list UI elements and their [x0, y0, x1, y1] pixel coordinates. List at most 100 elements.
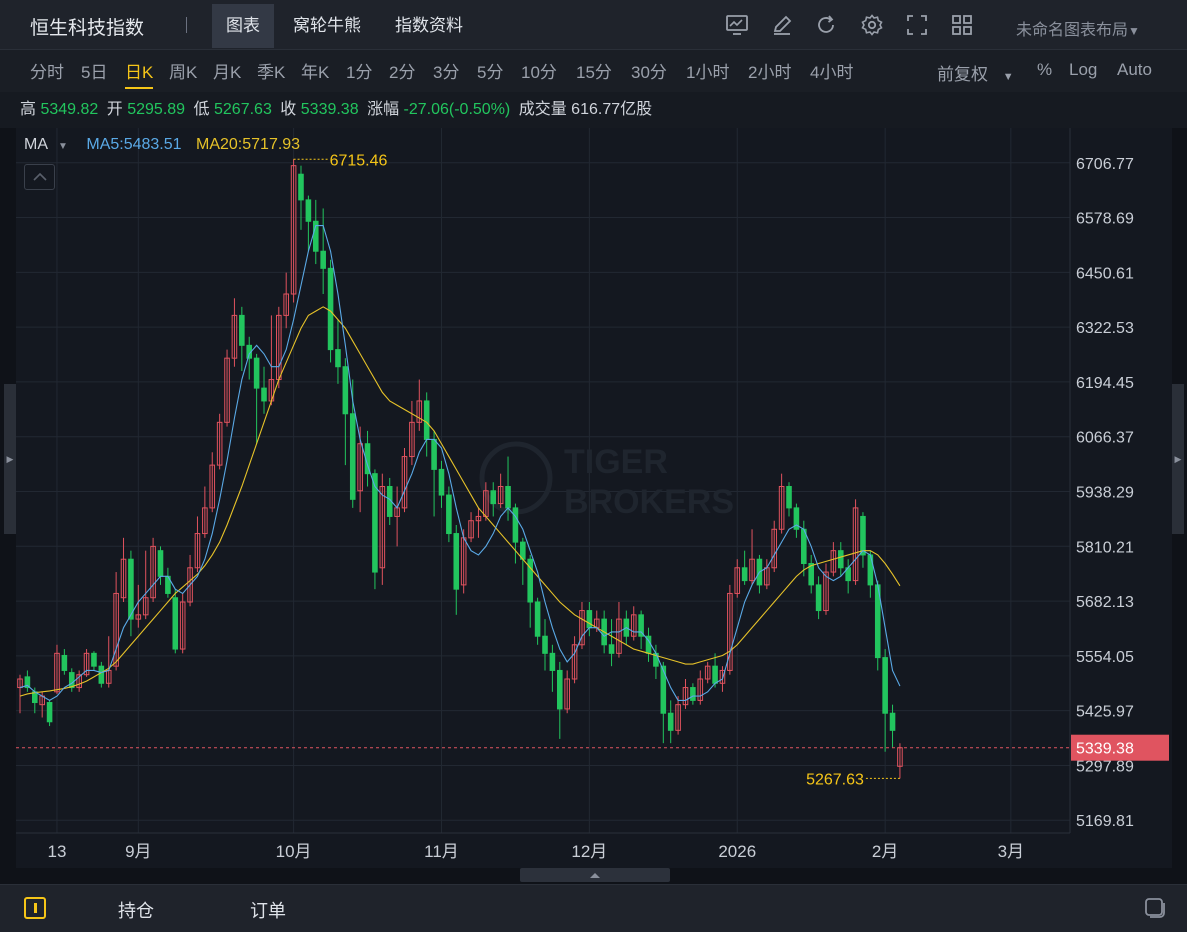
grid-layout-icon[interactable]	[949, 12, 975, 38]
candle-body	[771, 528, 778, 569]
refresh-icon[interactable]	[813, 12, 839, 38]
y-tick-label: 6450.61	[1076, 265, 1134, 282]
period-yearly[interactable]: 年K	[301, 63, 330, 82]
percent-toggle[interactable]: %	[1037, 60, 1053, 79]
candle-body	[239, 314, 245, 346]
ma-indicator-row: MA ▼ MA5:5483.51 MA20:5717.93	[24, 136, 310, 154]
candle-body	[61, 654, 68, 671]
layout-selector[interactable]: 未命名图表布局▼	[1016, 16, 1140, 40]
period-1hour[interactable]: 1小时	[686, 63, 730, 82]
change-value: -27.06(-0.50%)	[403, 101, 511, 118]
candle-body	[453, 533, 460, 590]
y-tick-label: 5169.81	[1076, 813, 1134, 830]
candle-body	[401, 456, 408, 509]
gear-icon[interactable]	[859, 12, 885, 38]
candle-body	[46, 702, 53, 723]
candle-body	[290, 165, 297, 295]
candle-body	[660, 665, 667, 714]
ma5-label: MA5:5483.51	[86, 136, 182, 153]
candle-body	[815, 584, 822, 612]
y-tick-label: 5682.13	[1076, 594, 1134, 611]
orders-tab[interactable]: 订单	[250, 901, 286, 921]
caret-down-icon[interactable]: ▼	[58, 141, 68, 152]
caret-down-icon: ▼	[1002, 71, 1014, 83]
popout-window-icon[interactable]	[1144, 897, 1166, 924]
panel-toggle-icon[interactable]	[24, 897, 46, 919]
candle-body	[327, 267, 334, 351]
period-4hour[interactable]: 4小时	[810, 63, 854, 82]
log-toggle[interactable]: Log	[1069, 60, 1098, 79]
period-15min[interactable]: 15分	[576, 63, 612, 82]
candle-body	[727, 592, 733, 671]
chart-monitor-icon[interactable]	[724, 12, 750, 38]
caret-up-icon	[590, 872, 600, 878]
candle-body	[505, 486, 511, 509]
collapse-indicator-button[interactable]	[24, 164, 55, 190]
title-bar: 恒生科技指数 图表 窝轮牛熊 指数资料 未命名图表布局▼	[0, 0, 1187, 50]
candle-body	[283, 293, 289, 316]
candle-body	[534, 601, 541, 637]
candle-body	[734, 567, 741, 594]
auto-toggle[interactable]: Auto	[1117, 60, 1152, 79]
right-panel-handle[interactable]: ▶	[1172, 384, 1184, 534]
candle-body	[98, 665, 105, 684]
candle-body	[778, 486, 785, 530]
candle-body	[704, 665, 711, 680]
period-intraday[interactable]: 分时	[30, 63, 64, 82]
low-value: 5267.63	[214, 101, 272, 118]
ma20-label: MA20:5717.93	[196, 136, 301, 153]
candle-body	[823, 571, 829, 612]
indicator-name[interactable]: MA	[24, 136, 48, 153]
pencil-icon[interactable]	[769, 12, 795, 38]
period-2hour[interactable]: 2小时	[748, 63, 792, 82]
candle-body	[305, 199, 312, 222]
candle-body	[142, 597, 149, 616]
period-monthly[interactable]: 月K	[213, 63, 242, 82]
y-tick-label: 5425.97	[1076, 704, 1134, 721]
candle-body	[320, 250, 326, 269]
period-daily[interactable]: 日K	[125, 58, 154, 89]
period-5min[interactable]: 5分	[477, 63, 504, 82]
adjust-selector[interactable]: 前复权 ▼	[937, 60, 1014, 85]
candlestick-chart[interactable]: TIGER BROKERS 6706.77 6578.69 6450.61 6322.53…	[16, 128, 1172, 868]
open-label: 开	[106, 101, 123, 118]
candle-body	[342, 366, 349, 415]
x-tick-label: 3月	[998, 842, 1024, 861]
candle-body	[801, 528, 807, 564]
x-tick-label: 13	[48, 842, 67, 861]
candle-body	[468, 520, 474, 539]
positions-tab[interactable]: 持仓	[118, 901, 154, 921]
period-3min[interactable]: 3分	[433, 63, 460, 82]
candle-body	[120, 558, 127, 599]
tab-chart[interactable]: 图表	[212, 4, 274, 48]
candle-body	[712, 665, 718, 684]
caret-right-icon: ▶	[1174, 453, 1182, 464]
ma20-line	[19, 306, 901, 697]
candle-body	[76, 674, 82, 689]
candle-body	[556, 669, 563, 710]
period-1min[interactable]: 1分	[346, 63, 373, 82]
y-tick-label: 6322.53	[1076, 320, 1134, 337]
candle-body	[202, 507, 208, 535]
candle-body	[830, 550, 837, 573]
candle-body	[586, 610, 593, 629]
candle-body	[446, 494, 452, 535]
left-panel-handle[interactable]: ▶	[4, 384, 16, 534]
period-2min[interactable]: 2分	[389, 63, 416, 82]
bottom-panel-handle[interactable]	[520, 868, 670, 882]
period-5day[interactable]: 5日	[81, 63, 108, 82]
period-quarterly[interactable]: 季K	[257, 63, 286, 82]
candle-body	[564, 678, 570, 710]
period-weekly[interactable]: 周K	[169, 63, 198, 82]
tab-index-info[interactable]: 指数资料	[395, 16, 463, 35]
period-10min[interactable]: 10分	[521, 63, 557, 82]
tab-warrants[interactable]: 窝轮牛熊	[293, 16, 361, 35]
close-label: 收	[280, 101, 297, 118]
period-30min[interactable]: 30分	[631, 63, 667, 82]
candle-body	[749, 558, 755, 582]
chart-panel[interactable]: TIGER BROKERS 6706.77 6578.69 6450.61 6322.53…	[16, 128, 1172, 868]
fullscreen-icon[interactable]	[904, 12, 930, 38]
candle-body	[512, 507, 519, 543]
candle-body	[91, 652, 97, 667]
candle-body	[527, 558, 534, 603]
